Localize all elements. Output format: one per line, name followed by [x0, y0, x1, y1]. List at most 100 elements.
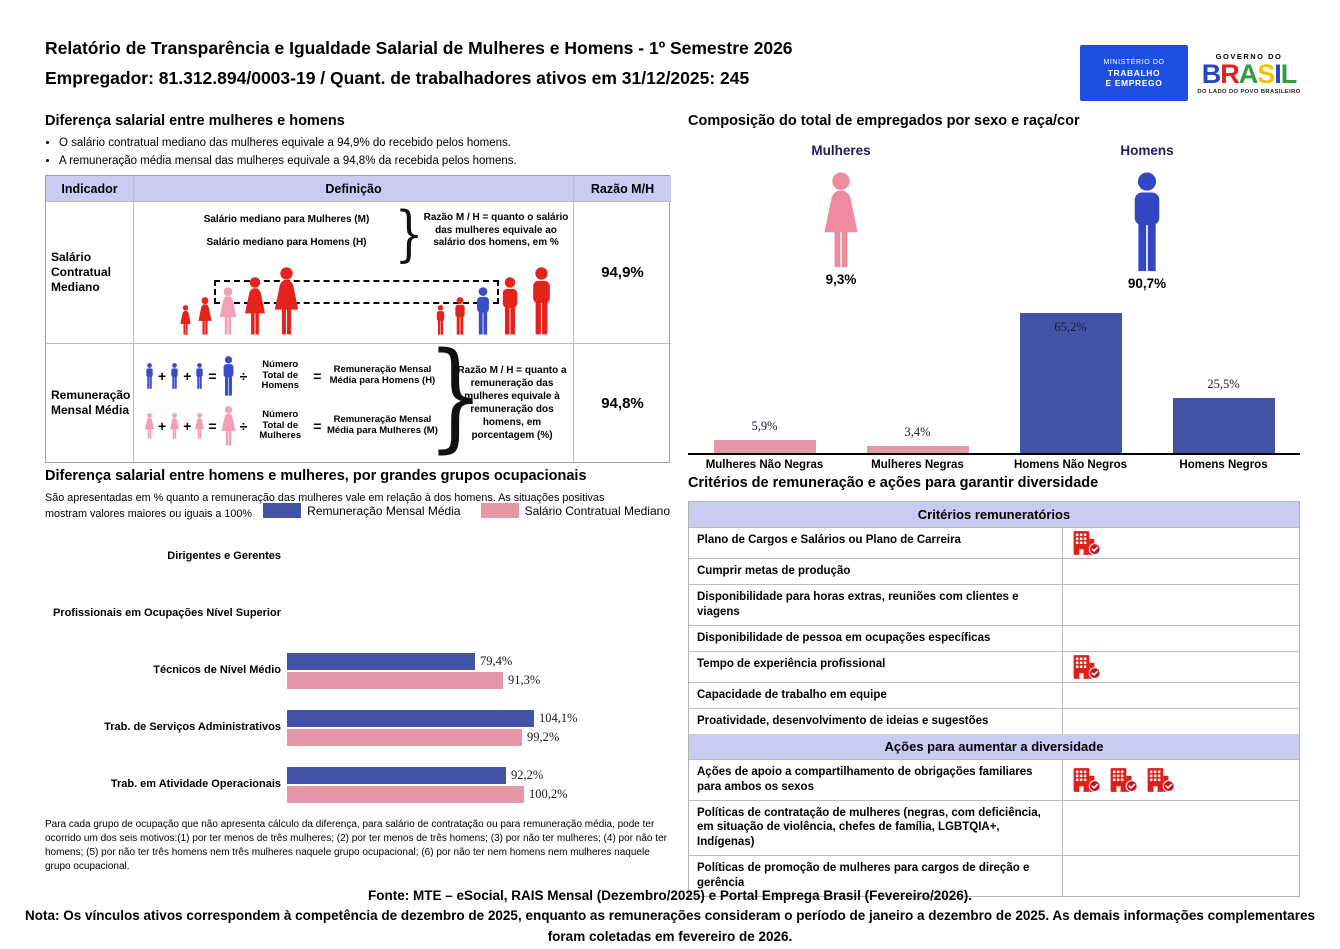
criteria-row: Ações de apoio a compartilhamento de obr… — [689, 758, 1299, 800]
women-figure-block: Mulheres 9,3% — [688, 143, 994, 291]
header-logos: MINISTÉRIO DO TRABALHO E EMPREGO GOVERNO… — [1080, 45, 1302, 101]
criteria-title: Critérios de remuneração e ações para ga… — [688, 475, 1099, 491]
criteria-row: Plano de Cargos e Salários ou Plano de C… — [689, 527, 1299, 558]
footer-note: Nota: Os vínculos ativos correspondem à … — [25, 908, 1315, 944]
male-icon — [194, 363, 205, 389]
criteria-label: Políticas de promoção de mulheres para c… — [689, 856, 1063, 897]
male-icon — [527, 267, 556, 335]
sex-composition-figures: Mulheres 9,3% Homens 90,7% — [688, 143, 1300, 291]
median-highlight-box — [214, 280, 499, 304]
bar — [1172, 398, 1275, 453]
median-ratio-note: Razão M / H = quanto o salário das mulhe… — [423, 212, 569, 248]
plus-operator: + — [158, 368, 167, 384]
male-median-icon — [473, 287, 493, 335]
female-icon — [194, 413, 205, 439]
male-icon-large — [1126, 172, 1168, 272]
criteria-table: Critérios remuneratórios Plano de Cargos … — [688, 501, 1300, 898]
criteria-row: Cumprir metas de produção — [689, 558, 1299, 584]
male-icon — [498, 277, 522, 335]
company-check-icon — [1147, 767, 1175, 792]
bar-category-label: Homens Negros — [1179, 459, 1268, 471]
vbar-group: 65,2% — [994, 310, 1147, 453]
female-icon — [197, 297, 213, 335]
mean-ratio-value: 94,8% — [601, 394, 644, 412]
bar-value-label: 100,2% — [529, 786, 568, 801]
male-icon — [169, 363, 180, 389]
bar-value-label: 25,5% — [1207, 377, 1240, 391]
salary-gap-bullets: O salário contratual mediano das mulhere… — [59, 137, 517, 173]
bar — [287, 709, 534, 727]
legend-item-mean: Remuneração Mensal Média — [263, 503, 461, 518]
race-composition-categories: Mulheres Não Negras Mulheres Negras Homens… — [688, 459, 1300, 471]
hbar-group: Técnicos de Nível Médio 79,4% 91,3% — [45, 642, 670, 699]
criteria-section-header: Ações para aumentar a diversidade — [689, 733, 1299, 759]
men-result-label: Remuneração Mensal Média para Homens (H) — [329, 364, 436, 386]
brace-glyph: } — [394, 199, 424, 269]
women-percentage: 9,3% — [825, 272, 857, 287]
company-check-icon — [1110, 767, 1138, 792]
mean-salary-diagram: + + = ÷ Número Total de Homens = Remuner… — [134, 336, 574, 462]
occupational-chart-title: Diferença salarial entre homens e mulher… — [45, 468, 587, 484]
criteria-label: Políticas de contratação de mulheres (ne… — [689, 800, 1063, 856]
bar-category-label: Mulheres Não Negras — [705, 459, 824, 471]
occupational-chart-subtitle: São apresentadas em % quanto a remuneraç… — [45, 492, 605, 520]
col-header-razao: Razão M/H — [574, 176, 671, 202]
bar-category-label: Técnicos de Nível Médio — [153, 663, 281, 676]
legend-label-mean: Remuneração Mensal Média — [307, 503, 461, 518]
bar-category-label: Dirigentes e Gerentes — [167, 549, 281, 562]
men-percentage: 90,7% — [1127, 276, 1167, 291]
bars: 92,2% 100,2% — [287, 765, 670, 805]
bar-value-label: 79,4% — [480, 653, 513, 668]
vbar-group: 25,5% — [1147, 310, 1300, 453]
mean-ratio-note: Razão M / H = quanto a remuneração das m… — [457, 365, 567, 441]
mte-logo-line2: TRABALHO — [1107, 67, 1161, 78]
bar — [287, 766, 506, 784]
criteria-section-header: Critérios remuneratórios — [689, 502, 1299, 527]
criteria-label: Proatividade, desenvolvimento de ideias … — [689, 708, 1063, 734]
women-divisor-label: Número Total de Mulheres — [259, 408, 302, 442]
male-icon — [452, 297, 468, 335]
equals-operator: = — [313, 418, 322, 434]
bar-category-label: Trab. de Serviços Administrativos — [104, 720, 281, 733]
col-header-definicao: Definição — [134, 176, 574, 202]
female-icon — [272, 267, 301, 335]
bar-value-label: 5,9% — [751, 419, 778, 433]
report-title: Relatório de Transparência e Igualdade S… — [45, 38, 793, 58]
bar — [713, 440, 816, 453]
hbar-group: Dirigentes e Gerentes — [45, 528, 670, 585]
bar — [287, 728, 522, 746]
median-salary-diagram: Salário mediano para Mulheres (M) Salári… — [134, 202, 574, 344]
criteria-row: Políticas de promoção de mulheres para c… — [689, 855, 1299, 897]
company-check-icon — [1073, 654, 1101, 679]
bars: 104,1% 99,2% — [287, 708, 670, 748]
indicator-mean-label: Remuneração Mensal Média — [46, 344, 134, 462]
criteria-icons-cell — [1063, 626, 1299, 651]
bar-value-label: 65,2% — [1054, 320, 1087, 334]
women-mean-formula: + + = ÷ Número Total de Mulheres = Remun… — [144, 406, 440, 446]
legend-item-median: Salário Contratual Mediano — [480, 503, 670, 518]
criteria-icons-cell — [1063, 528, 1299, 558]
vbar-group: 5,9% — [688, 310, 841, 453]
mte-logo: MINISTÉRIO DO TRABALHO E EMPREGO — [1080, 45, 1188, 101]
women-label: Mulheres — [811, 143, 871, 158]
women-silhouettes — [179, 267, 301, 335]
hbar-group: Trab. em Atividade Operacionais 92,2% 100,… — [45, 756, 670, 813]
bar — [866, 446, 969, 453]
bar-category-label: Profissionais em Ocupações Nível Superio… — [52, 606, 281, 619]
bar-category-label: Trab. em Atividade Operacionais — [110, 777, 281, 790]
criteria-icons-cell — [1063, 801, 1299, 856]
female-icon — [179, 305, 192, 335]
men-mean-formula: + + = ÷ Número Total de Homens = Remuner… — [144, 356, 440, 396]
brace-glyph: } — [427, 326, 484, 464]
female-median-icon — [218, 287, 238, 335]
right-column: Composição do total de empregados por se… — [688, 113, 1300, 898]
legend-swatch-blue — [263, 503, 302, 518]
bars: 79,4% 91,3% — [287, 651, 670, 691]
bar-value-label: 3,4% — [904, 425, 931, 439]
gov-logo-bottom: DO LADO DO POVO BRASILEIRO — [1197, 88, 1301, 95]
female-icon — [169, 413, 180, 439]
criteria-label: Cumprir metas de produção — [689, 559, 1063, 584]
gov-logo-top: GOVERNO DO — [1215, 51, 1283, 61]
composition-title: Composição do total de empregados por se… — [688, 113, 1080, 129]
legend-swatch-pink — [480, 503, 519, 518]
